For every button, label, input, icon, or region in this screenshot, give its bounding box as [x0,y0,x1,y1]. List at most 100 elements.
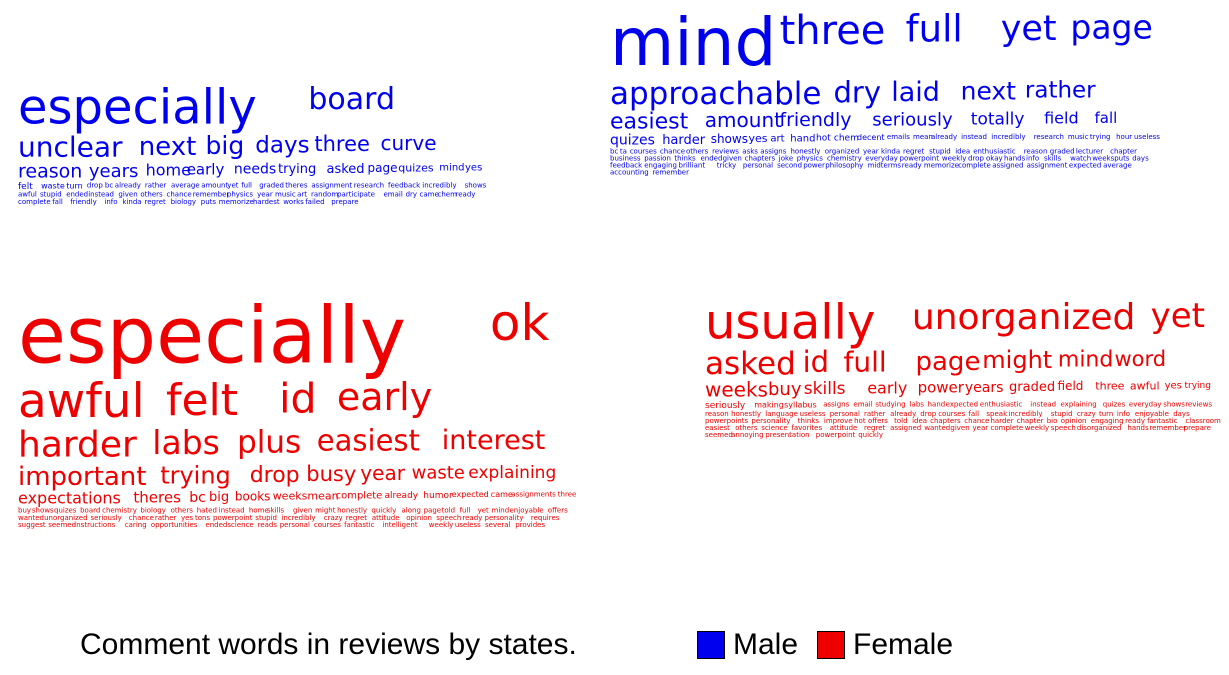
right-female-word: opinion [1061,417,1087,425]
right-male-word: hands [1004,154,1026,162]
right-male-word: useless [1134,133,1160,141]
right-female-word: full [844,345,887,378]
left-female-word: requires [531,514,560,522]
left-female-word: unorganized [44,514,87,522]
left-male-word: feedback [388,182,421,190]
right-male-word: field [1044,109,1079,128]
right-male-word: already [931,133,957,141]
right-female-word: might [982,346,1052,374]
right-male-word: weekly [942,154,966,162]
right-male-word: rather [1025,78,1096,104]
right-female-word: days [1173,410,1190,418]
left-female-word: personal [280,521,310,529]
right-male-word: instead [961,133,987,141]
right-female-word: enthusiastic [980,401,1023,409]
right-female-word: attitude [830,424,858,432]
right-male-word: business [610,154,641,162]
right-female-word: yet [1151,296,1205,336]
left-female-word: interest [442,425,546,456]
right-female-word: power [918,379,965,397]
left-female-word: opportunities [151,521,198,529]
left-male-word: prepare [331,198,358,206]
right-female-word: complete [991,424,1024,432]
right-male-word: ta [620,147,627,155]
right-male-word: easiest [610,110,689,135]
right-female-word: others [735,424,758,432]
right-female-word: powerpoint [816,431,856,439]
right-male-word: ended [701,154,723,162]
left-female-word: weeks [273,490,308,503]
left-female-word: quickly [371,507,396,515]
left-female-word: crazy [324,514,343,522]
right-male-word: reviews [712,147,739,155]
left-female-word: quizes [54,507,77,515]
right-male-word: joke [778,154,793,162]
left-female-word: honestly [337,507,367,515]
left-female-word: ok [490,294,550,352]
right-female-word: useless [800,410,826,418]
left-female-word: powerpoint [213,514,253,522]
left-female-word: big [209,490,229,505]
right-female-word: science [761,424,787,432]
right-female-word: remember [1149,424,1186,432]
right-female-word: years [965,380,1004,396]
left-male-word: needs [234,162,276,178]
right-male-word: days [1132,154,1149,162]
left-male-word: yes [465,163,482,174]
right-male-word: laid [891,77,940,108]
left-female-word: explaining [468,463,556,483]
right-female-word: everyday [1129,401,1162,409]
left-female-word: shows [32,507,54,515]
legend-female: Female [817,627,953,663]
right-female-word: wanted [924,424,950,432]
right-female-word: regret [864,424,886,432]
left-female-word: chance [129,514,154,522]
right-female-word: favorites [791,424,822,432]
right-female-word: presentation [765,431,809,439]
right-female-word: bio [1047,417,1058,425]
left-female-word: provides [515,521,545,529]
left-female-word: incredibly [281,514,315,522]
right-male-word: dry [834,76,882,110]
left-female-word: expected [452,490,489,499]
right-female-word: syllabus [784,400,817,409]
left-female-word: fantastic [344,521,375,529]
left-female-word: yes [181,514,193,522]
right-female-word: stupid [1051,410,1073,418]
left-male-word: random [311,191,338,199]
right-female-word: speech [1051,424,1076,432]
left-male-word: felt [18,182,33,192]
left-male-word: came [420,191,439,199]
right-female-word: email [853,401,872,409]
right-male-word: approachable [610,76,821,112]
left-male-word: bc [105,182,113,190]
right-male-word: remember [652,169,689,177]
left-male-word: chem [438,191,458,199]
right-male-word: quizes [610,133,655,149]
right-male-word: chapters [745,154,776,162]
right-male-word: assigned [992,162,1023,170]
left-male-word: complete [18,198,51,206]
right-female-word: rather [864,410,886,418]
right-male-word: feedback [610,162,643,170]
legend-swatch-female [817,631,845,659]
right-female-word: classroom [1185,417,1221,425]
right-female-word: assigned [890,424,921,432]
left-female-word: skills [267,507,285,515]
left-male-word: page [368,161,398,175]
legend-swatch-male [697,631,725,659]
right-male-word: personal [743,162,773,170]
right-male-word: honestly [791,147,821,155]
right-male-word: idea [955,147,970,155]
right-male-word: courses [630,147,657,155]
right-female-word: studying [875,401,905,409]
right-male-word: powerpoint [900,154,940,162]
left-female-word: offers [548,507,568,515]
right-female-word: personal [830,410,860,418]
left-male-word: curve [381,131,437,155]
right-male-word: brilliant [679,162,706,170]
right-male-word: graded [1050,147,1075,155]
right-female-word: labs [910,401,925,409]
left-female-word: buy [18,507,31,515]
left-female-word: especially [18,291,406,381]
